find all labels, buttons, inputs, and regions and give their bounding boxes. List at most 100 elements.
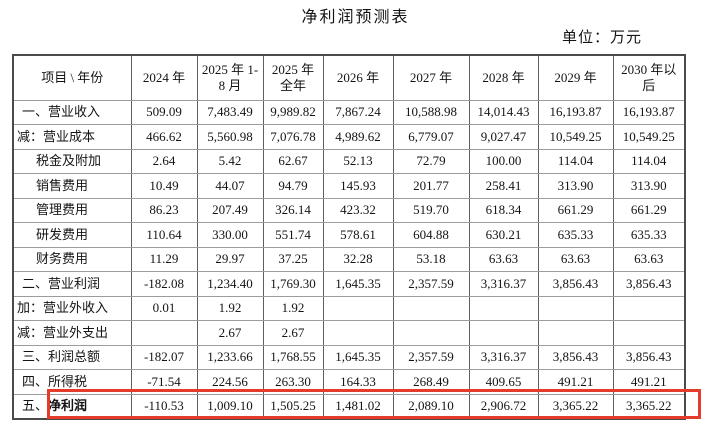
table-row: 三、利润总额 -182.07 1,233.66 1,768.55 1,645.35 2,3… [12, 344, 686, 370]
table-row: 管理费用 86.23 207.49 326.14 423.32 519.70 618.34 6… [12, 197, 686, 223]
table-row: 四、所得税 -71.54 224.56 263.30 164.33 268.49 409.6… [12, 369, 686, 395]
row-label: 四、所得税 [12, 369, 132, 395]
cell-value: 3,856.43 [612, 344, 686, 370]
cell-value: 578.61 [322, 222, 394, 248]
cell-value: 313.90 [612, 173, 686, 199]
cell-value: 1,009.10 [196, 393, 264, 419]
table-row: 一、营业收入 509.09 7,483.49 9,989.82 7,867.24 10,5… [12, 99, 686, 125]
cell-value: 224.56 [196, 369, 264, 395]
table-row: 研发费用 110.64 330.00 551.74 578.61 604.88 630.21… [12, 222, 686, 248]
cell-value: 145.93 [322, 173, 394, 199]
cell-value: 551.74 [262, 222, 324, 248]
cell-value: 3,316.37 [468, 344, 539, 370]
row-label: 研发费用 [12, 222, 132, 248]
table-row: 减：营业成本 466.62 5,560.98 7,076.78 4,989.62 6,77… [12, 124, 686, 150]
unit-label: 单位：万元 [561, 30, 642, 46]
cell-value: 268.49 [392, 369, 470, 395]
table-row: 五、净利润 -110.53 1,009.10 1,505.25 1,481.02 2,08… [12, 393, 686, 419]
column-header: 项目 \ 年份 [12, 54, 132, 101]
cell-value: 10,588.98 [392, 99, 470, 125]
row-label-text: 净利润 [48, 397, 88, 413]
column-header: 2025 年 全年 [262, 54, 324, 101]
cell-value: 313.90 [537, 173, 614, 199]
row-label: 减：营业成本 [12, 124, 132, 150]
cell-value [392, 295, 470, 321]
cell-value [468, 295, 539, 321]
cell-value: 630.21 [468, 222, 539, 248]
cell-value: 258.41 [468, 173, 539, 199]
cell-value: 326.14 [262, 197, 324, 223]
cell-value: 1,233.66 [196, 344, 264, 370]
cell-value: 409.65 [468, 369, 539, 395]
cell-value: 7,867.24 [322, 99, 394, 125]
cell-value: 9,989.82 [262, 99, 324, 125]
cell-value: 1,769.30 [262, 271, 324, 297]
cell-value: 63.63 [537, 246, 614, 272]
cell-value: 1,505.25 [262, 393, 324, 419]
row-label: 五、净利润 [12, 393, 132, 419]
cell-value: 661.29 [537, 197, 614, 223]
column-header: 2026 年 [322, 54, 394, 101]
cell-value: 618.34 [468, 197, 539, 223]
cell-value: 53.18 [392, 246, 470, 272]
cell-value: 201.77 [392, 173, 470, 199]
cell-value: 1,234.40 [196, 271, 264, 297]
cell-value: -110.53 [130, 393, 198, 419]
page-title: 净利润预测表 [301, 9, 410, 26]
cell-value: 3,365.22 [612, 393, 686, 419]
cell-value: 16,193.87 [612, 99, 686, 125]
cell-value: -182.08 [130, 271, 198, 297]
cell-value: 2.67 [262, 320, 324, 346]
row-label: 加：营业外收入 [12, 295, 132, 321]
cell-value: 6,779.07 [392, 124, 470, 150]
column-header: 2025 年 1-8 月 [196, 54, 264, 101]
cell-value: 2,357.59 [392, 271, 470, 297]
cell-value: 466.62 [130, 124, 198, 150]
column-header: 2027 年 [392, 54, 470, 101]
cell-value: 491.21 [537, 369, 614, 395]
row-label: 销售费用 [12, 173, 132, 199]
cell-value: 114.04 [612, 148, 686, 174]
cell-value: 11.29 [130, 246, 198, 272]
cell-value: 52.13 [322, 148, 394, 174]
column-header: 2029 年 [537, 54, 614, 101]
cell-value [612, 320, 686, 346]
cell-value: 4,989.62 [322, 124, 394, 150]
cell-value: 3,856.43 [612, 271, 686, 297]
cell-value [537, 295, 614, 321]
cell-value: 32.28 [322, 246, 394, 272]
cell-value: 2,089.10 [392, 393, 470, 419]
cell-value: 3,365.22 [537, 393, 614, 419]
cell-value: 62.67 [262, 148, 324, 174]
table-row: 税金及附加 2.64 5.42 62.67 52.13 72.79 100.00 114.04… [12, 148, 686, 174]
table-row: 二、营业利润 -182.08 1,234.40 1,769.30 1,645.35 2,3… [12, 271, 686, 297]
cell-value: 10.49 [130, 173, 198, 199]
row-label: 税金及附加 [12, 148, 132, 174]
cell-value: 330.00 [196, 222, 264, 248]
cell-value [322, 320, 394, 346]
cell-value: 635.33 [537, 222, 614, 248]
table-header-row: 项目 \ 年份 2024 年 2025 年 1-8 月 2025 年 全年 2026 年… [12, 54, 686, 101]
column-header: 2030 年以后 [612, 54, 686, 101]
cell-value: 2.64 [130, 148, 198, 174]
cell-value: 7,483.49 [196, 99, 264, 125]
cell-value: 604.88 [392, 222, 470, 248]
cell-value [130, 320, 198, 346]
row-label: 二、营业利润 [12, 271, 132, 297]
column-header: 2024 年 [130, 54, 198, 101]
cell-value: 1,645.35 [322, 344, 394, 370]
cell-value: 3,856.43 [537, 344, 614, 370]
cell-value: 72.79 [392, 148, 470, 174]
cell-value: -71.54 [130, 369, 198, 395]
row-label: 管理费用 [12, 197, 132, 223]
table-row: 财务费用 11.29 29.97 37.25 32.28 53.18 63.63 63.63 6… [12, 246, 686, 272]
cell-value: 423.32 [322, 197, 394, 223]
cell-value: 0.01 [130, 295, 198, 321]
table-row: 加：营业外收入 0.01 1.92 1.92 [12, 295, 686, 321]
cell-value: 94.79 [262, 173, 324, 199]
cell-value: 207.49 [196, 197, 264, 223]
cell-value [612, 295, 686, 321]
cell-value [322, 295, 394, 321]
cell-value: 100.00 [468, 148, 539, 174]
